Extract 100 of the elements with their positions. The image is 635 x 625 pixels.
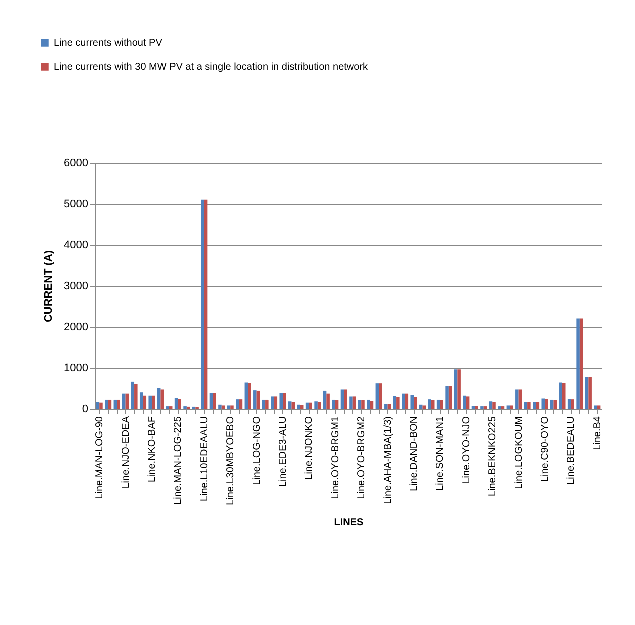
- bar: [218, 404, 222, 409]
- bar: [588, 377, 592, 409]
- bar: [524, 402, 528, 409]
- bar: [326, 394, 330, 409]
- bar: [323, 390, 327, 409]
- bar: [516, 390, 519, 409]
- x-tick-label: Line.OYO-NJO: [461, 416, 472, 484]
- x-tick-label: Line.NKO-BAF: [146, 416, 158, 483]
- bar: [143, 396, 147, 409]
- bar: [542, 398, 546, 409]
- bar: [131, 382, 135, 409]
- bar: [254, 390, 257, 409]
- bar: [463, 396, 466, 409]
- bar: [256, 390, 260, 409]
- bar: [594, 406, 598, 409]
- bar: [436, 400, 440, 409]
- bar: [562, 383, 566, 409]
- bar: [213, 393, 216, 409]
- bar: [384, 404, 388, 409]
- y-tick-label: 4000: [64, 240, 88, 252]
- bar: [266, 400, 269, 409]
- bar: [362, 400, 365, 409]
- bar: [571, 400, 574, 409]
- x-tick-label: Line.MAN-LOG-225: [173, 416, 184, 505]
- x-tick-label: Line.B4: [592, 416, 604, 450]
- y-tick-label: 6000: [64, 158, 88, 170]
- bar: [568, 399, 572, 409]
- bar: [446, 386, 449, 409]
- bar: [466, 396, 470, 409]
- bar: [367, 400, 370, 409]
- x-tick-label: Line.LOGKOUM: [514, 416, 525, 490]
- bar: [585, 377, 589, 409]
- bar: [270, 396, 274, 409]
- x-tick-label: Line.SON-MAN1: [435, 416, 446, 491]
- bar: [405, 394, 409, 409]
- bar: [536, 402, 540, 409]
- bar: [559, 382, 562, 409]
- bar: [309, 402, 312, 409]
- bar: [396, 397, 400, 409]
- bar: [210, 393, 214, 409]
- bar: [410, 395, 414, 409]
- bar: [178, 399, 182, 409]
- bar: [114, 400, 118, 409]
- x-axis-title: LINES: [334, 517, 364, 528]
- bar: [227, 406, 231, 409]
- bar: [431, 400, 435, 409]
- bar: [236, 400, 240, 409]
- y-tick-label: 1000: [64, 362, 88, 374]
- x-tick-label: Line.NJONKO: [304, 416, 316, 480]
- y-tick-label: 3000: [64, 280, 88, 292]
- bar: [580, 318, 584, 409]
- bar: [134, 384, 138, 409]
- bar: [528, 402, 531, 409]
- bar: [428, 400, 432, 409]
- bar: [297, 404, 300, 409]
- bar: [157, 388, 161, 409]
- bar: [506, 406, 510, 409]
- bar: [117, 400, 120, 409]
- bar: [458, 370, 461, 409]
- bar: [370, 401, 374, 409]
- bar: [454, 370, 458, 409]
- bar: [140, 392, 144, 409]
- x-tick-label: Line.C90-OYO: [540, 416, 552, 482]
- bar: [262, 400, 266, 409]
- x-tick-label: Line.OYO-BRGM1: [330, 416, 342, 500]
- x-tick-label: Line.NJO-EDEA: [120, 416, 132, 489]
- x-tick-label: Line.AHA-MBA(1/3): [382, 416, 394, 504]
- bar: [393, 396, 397, 409]
- bar: [280, 393, 283, 409]
- bar: [376, 384, 380, 409]
- bar: [288, 402, 292, 409]
- x-tick-label: Line.L30MBYOEBO: [226, 416, 237, 506]
- bar: [492, 402, 496, 409]
- bar: [239, 400, 243, 409]
- y-axis-title: CURRENT (A): [43, 250, 56, 323]
- bar: [518, 390, 522, 409]
- bar: [402, 394, 406, 409]
- bar: [230, 406, 234, 409]
- x-tick-label: Line.L10EDEAALU: [199, 416, 210, 502]
- x-tick-label: Line.OYO-BRGM2: [356, 416, 368, 500]
- bar: [148, 396, 152, 409]
- bar: [475, 406, 478, 409]
- bar: [174, 398, 178, 409]
- bar: [440, 400, 444, 409]
- bar: [448, 386, 452, 409]
- bar: [344, 390, 348, 409]
- bar: [422, 406, 426, 409]
- bar: [472, 406, 476, 409]
- y-tick-label: 5000: [64, 198, 88, 210]
- bar: [105, 400, 108, 409]
- bar: [576, 318, 580, 409]
- bar: [152, 396, 156, 409]
- bar: [96, 402, 100, 409]
- bar: [314, 402, 318, 409]
- bar: [358, 400, 362, 409]
- bar: [510, 406, 514, 409]
- bar: [292, 402, 296, 409]
- bar: [533, 402, 536, 409]
- bar: [388, 404, 392, 409]
- bar: [126, 394, 130, 409]
